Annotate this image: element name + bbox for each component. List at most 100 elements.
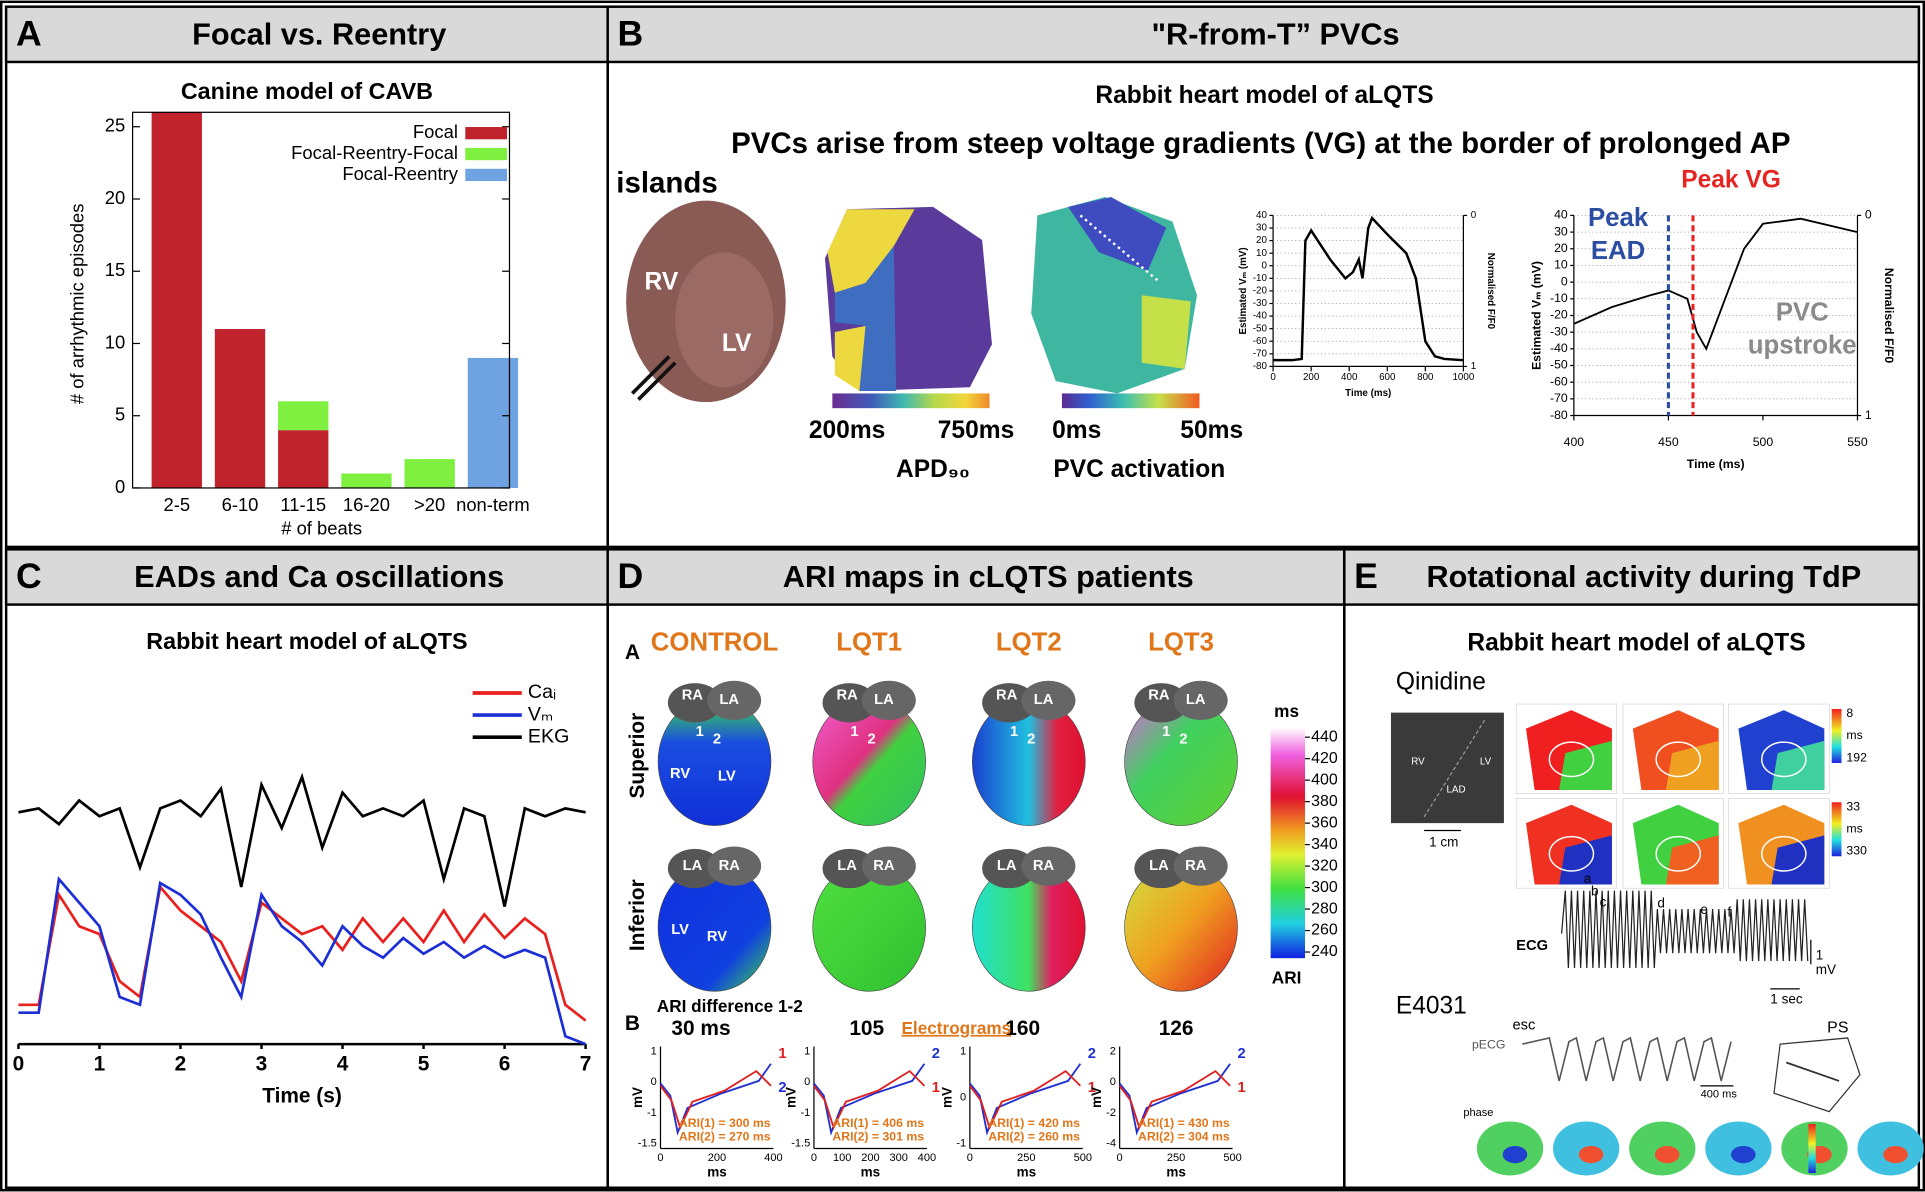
heart-label: RA (1148, 687, 1170, 703)
tick-label: -2 (1106, 1107, 1116, 1119)
x-tick-label: 550 (1847, 435, 1868, 449)
trace-label: 1 (1088, 1080, 1096, 1096)
heart-ventricles (972, 697, 1086, 826)
panel-letter: A (16, 14, 42, 54)
bar-segment (341, 473, 392, 488)
ps-arrow (1785, 1061, 1840, 1082)
heart-atrium (667, 683, 722, 723)
x-tick-label: 0 (13, 1052, 25, 1075)
heart-label: 1 (1162, 724, 1170, 740)
axis-label: mV (783, 1087, 798, 1108)
colorbar (1831, 708, 1842, 763)
y-tick-label: -20 (1550, 308, 1568, 322)
heart-ventricles (972, 863, 1086, 992)
heart-label: RA (719, 858, 741, 874)
heart-label: RV (707, 929, 727, 945)
axis-label: ms (861, 1165, 881, 1180)
row-label: Superior (626, 713, 649, 799)
x-tick-label: 1000 (1452, 372, 1474, 383)
x-tick-label: 2-5 (163, 494, 190, 515)
tick-label: 0 (1117, 1152, 1123, 1164)
colorbar-label: 750ms (938, 417, 1014, 444)
tick-label: 0 (811, 1152, 817, 1164)
heart-atrium (822, 683, 877, 723)
tick-label: 100 (833, 1152, 851, 1164)
activation-map-area (1665, 835, 1719, 885)
heart-ventricles (1124, 697, 1238, 826)
y-axis-label: # of arrhythmic episodes (66, 204, 87, 405)
x-tick-label: 800 (1417, 372, 1434, 383)
ari-value: ARI(2) = 304 ms (1138, 1130, 1230, 1144)
colorbar-tick-label: 360 (1311, 814, 1338, 831)
heart-label: RA (1033, 858, 1055, 874)
electrode (637, 361, 677, 401)
heart-atrium (1173, 846, 1228, 886)
trace (813, 1063, 926, 1136)
ari-title: ARI difference 1-2 (657, 996, 803, 1016)
heart-label: 1 (850, 724, 858, 740)
tick-label: 1 (804, 1045, 810, 1057)
bar-segment (214, 329, 266, 488)
colorbar-label: 200ms (809, 417, 885, 444)
heart-atrium (982, 683, 1037, 723)
ari-value: ARI(1) = 300 ms (679, 1116, 771, 1130)
heart-label: LA (1186, 692, 1206, 708)
y-tick-label: -40 (1253, 311, 1268, 322)
column-label: CONTROL (651, 629, 778, 657)
axis-label: ms (707, 1165, 727, 1180)
phase-map-core (1502, 1146, 1528, 1164)
heart-label: RA (836, 687, 858, 703)
map-label: d (1521, 800, 1529, 815)
statement: islands (616, 167, 718, 200)
tick-label: 0 (804, 1076, 810, 1088)
legend-swatch (465, 168, 508, 182)
activation-map-area (1771, 740, 1825, 790)
colorbar (1808, 1123, 1816, 1174)
heart-label: LA (997, 858, 1017, 874)
phase-map-core (1883, 1146, 1908, 1164)
ari-value: ARI(2) = 301 ms (832, 1130, 924, 1144)
panel-title: "R-from-T” PVCs (1151, 16, 1399, 51)
heart-label: LA (683, 858, 703, 874)
ari-value: ARI(1) = 420 ms (988, 1116, 1080, 1130)
column-label: LQT2 (996, 629, 1062, 657)
heart-atrium (822, 848, 877, 889)
y-tick-label: 0 (115, 476, 125, 497)
electrograms-label: Electrograms (901, 1018, 1011, 1038)
activation-map-early (1068, 197, 1167, 271)
x-tick-label: 3 (256, 1052, 268, 1075)
annotation-text: Peak VG (1681, 167, 1781, 194)
heart-label: LV (671, 922, 689, 938)
y-axis-label: Estimated Vₘ (mV) (1238, 247, 1249, 334)
column-label: LQT1 (836, 629, 902, 657)
colorbar-tick-label: 380 (1311, 793, 1338, 810)
heart-atrium (1021, 680, 1076, 720)
trace-label: 2 (932, 1046, 940, 1062)
tick-label: -1 (800, 1107, 810, 1119)
heart-atrium (982, 848, 1037, 889)
panel-header (606, 5, 1921, 64)
legend-label: Focal (413, 121, 458, 142)
trace (969, 1069, 1082, 1131)
ecg-point-label: d (1657, 896, 1665, 911)
heart-atrium (1021, 846, 1076, 886)
scale-label: 1 cm (1429, 834, 1458, 849)
scale-label: 1 (1816, 947, 1824, 962)
y-axis-label: Estimated Vₘ (mV) (1529, 261, 1543, 370)
axis-label: mV (630, 1087, 645, 1108)
pecg-trace (1522, 1036, 1732, 1082)
section-label: A (625, 641, 640, 664)
tick-label: -1 (647, 1107, 657, 1119)
statement: PVCs arise from steep voltage gradients … (731, 127, 1790, 160)
panel-header (4, 5, 609, 64)
y-tick-label: -30 (1550, 324, 1568, 338)
subtitle: Rabbit heart model of aLQTS (1095, 82, 1433, 109)
heart-ventricles (657, 697, 772, 826)
y2-tick-label: 1 (1471, 361, 1476, 372)
x-tick-label: 6 (499, 1052, 511, 1075)
x-tick-label: 1 (94, 1052, 106, 1075)
colorbar-label: ms (1846, 728, 1862, 742)
rotation-arrow (1548, 741, 1595, 778)
legend-label: Focal-Reentry-Focal (291, 142, 458, 163)
